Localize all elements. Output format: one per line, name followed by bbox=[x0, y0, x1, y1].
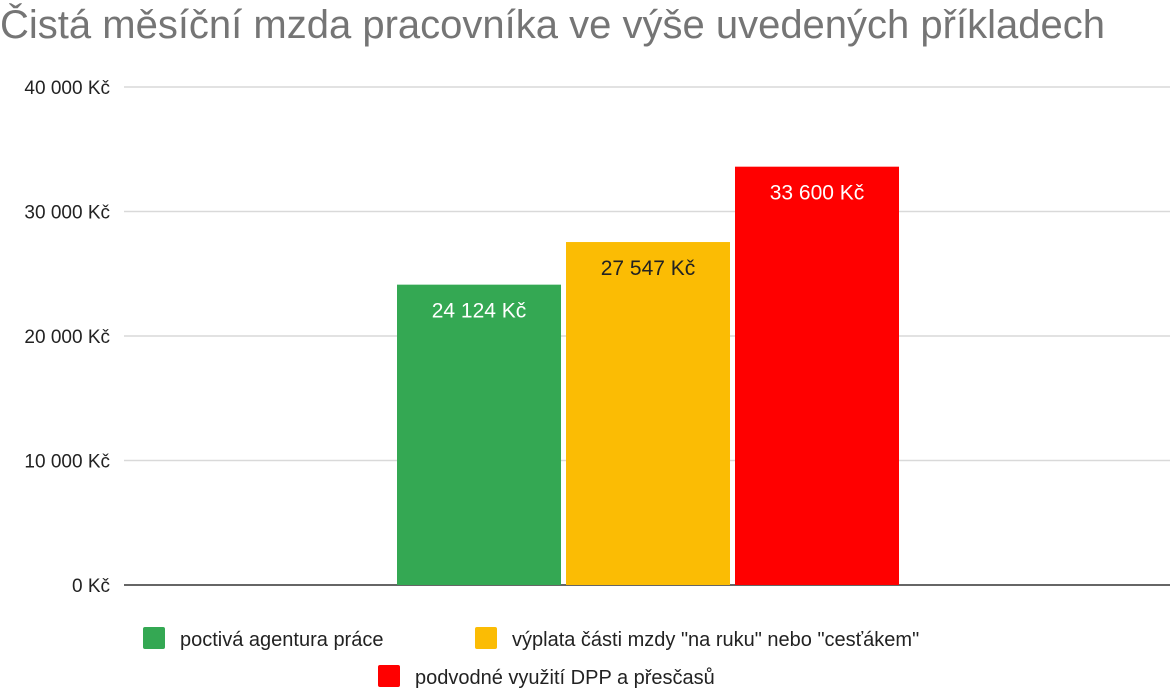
y-tick-label: 40 000 Kč bbox=[24, 78, 110, 99]
data-label: 24 124 Kč bbox=[432, 300, 527, 323]
legend-swatch bbox=[143, 627, 165, 649]
y-tick-label: 30 000 Kč bbox=[24, 203, 110, 224]
chart-title: Čistá měsíční mzda pracovníka ve výše uv… bbox=[0, 2, 1105, 47]
y-tick-label: 10 000 Kč bbox=[24, 452, 110, 473]
y-tick-label: 20 000 Kč bbox=[24, 327, 110, 348]
data-label: 27 547 Kč bbox=[601, 257, 696, 280]
bar bbox=[735, 166, 899, 585]
bars bbox=[397, 166, 899, 585]
y-axis-tick-labels: 0 Kč 10 000 Kč 20 000 Kč 30 000 Kč 40 000 Kč bbox=[24, 78, 110, 597]
legend-label: výplata části mzdy "na ruku" nebo "cesťá… bbox=[512, 629, 919, 651]
legend-label: poctivá agentura práce bbox=[180, 629, 383, 651]
legend-label: podvodné využití DPP a přesčasů bbox=[415, 667, 715, 689]
data-label: 33 600 Kč bbox=[770, 182, 865, 205]
bar bbox=[566, 242, 730, 585]
bar bbox=[397, 284, 561, 585]
y-tick-label: 0 Kč bbox=[72, 576, 110, 597]
legend-swatch bbox=[378, 665, 400, 687]
data-labels: 24 124 Kč 27 547 Kč 33 600 Kč bbox=[432, 182, 865, 323]
legend: poctivá agentura práce výplata části mzdy… bbox=[143, 627, 919, 689]
legend-swatch bbox=[475, 627, 497, 649]
